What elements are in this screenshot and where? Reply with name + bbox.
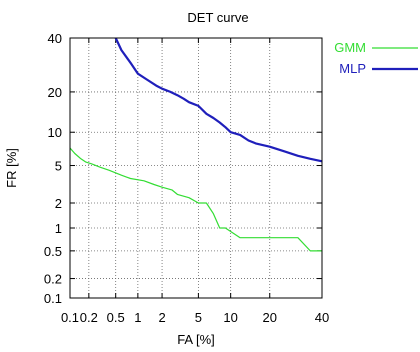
y-tick-label: 0.2 (44, 272, 62, 287)
x-tick-label: 0.2 (80, 310, 98, 325)
y-axis-label: FR [%] (4, 148, 19, 188)
y-tick-label: 10 (48, 125, 62, 140)
x-tick-label: 10 (223, 310, 237, 325)
series-line-mlp (114, 37, 323, 163)
x-tick-label: 20 (263, 310, 277, 325)
y-tick-label: 20 (48, 85, 62, 100)
x-tick-label: 5 (195, 310, 202, 325)
chart-title: DET curve (187, 10, 248, 25)
x-tick-label: 0.5 (107, 310, 125, 325)
y-tick-label: 0.5 (44, 244, 62, 259)
x-tick-label: 0.1 (61, 310, 79, 325)
x-tick-label: 40 (315, 310, 329, 325)
x-axis-label: FA [%] (177, 332, 215, 347)
y-tick-label: 1 (55, 221, 62, 236)
y-tick-label: 2 (55, 196, 62, 211)
y-tick-label: 5 (55, 159, 62, 174)
y-tick-label: 0.1 (44, 291, 62, 306)
x-tick-label: 2 (158, 310, 165, 325)
legend: GMM MLP (334, 40, 418, 76)
legend-label-gmm: GMM (334, 40, 366, 55)
grid (70, 38, 322, 298)
plot-frame (69, 37, 323, 299)
series-line-gmm (69, 147, 322, 252)
series-lines (69, 37, 323, 252)
y-tick-label: 40 (48, 31, 62, 46)
legend-label-mlp: MLP (339, 61, 366, 76)
x-tick-label: 1 (134, 310, 141, 325)
